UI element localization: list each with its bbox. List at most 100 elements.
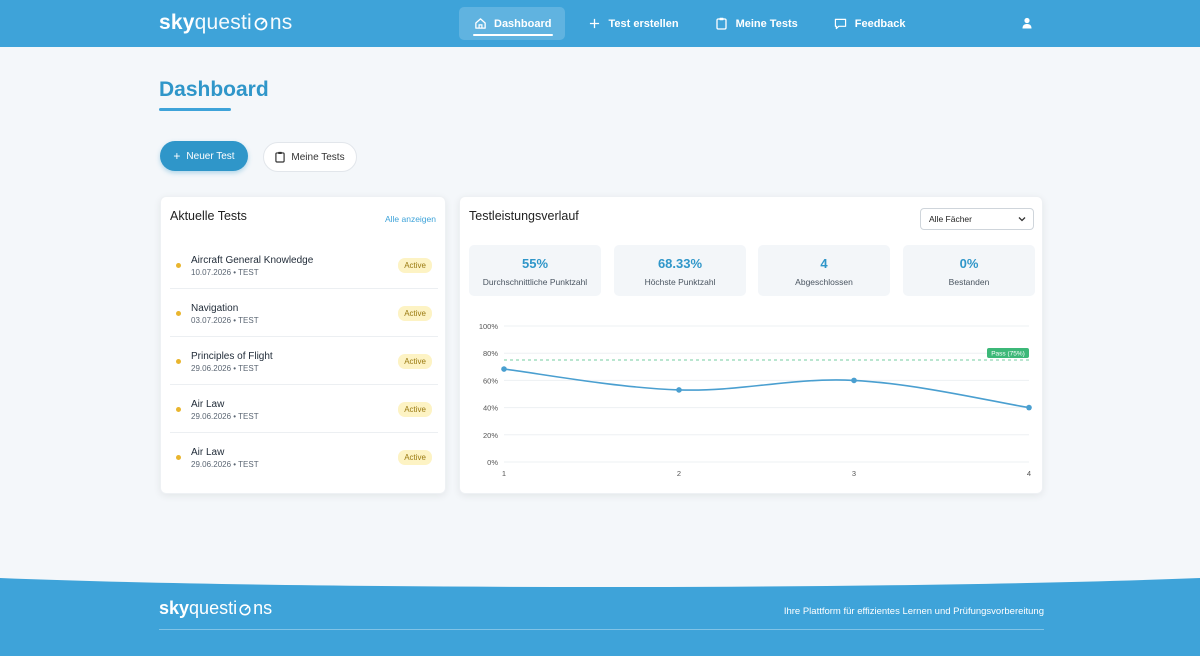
logo-sky-text: sky [159, 11, 195, 34]
footer-divider [159, 629, 1044, 630]
y-tick-label: 60% [483, 376, 498, 385]
nav-meine-tests-label: Meine Tests [735, 17, 798, 30]
status-badge: Active [398, 258, 432, 273]
test-name: Aircraft General Knowledge [191, 255, 314, 266]
test-meta: 29.06.2026 • TEST [191, 412, 259, 421]
test-row[interactable]: Air Law 29.06.2026 • TEST Active [170, 433, 438, 481]
nav-dashboard-label: Dashboard [494, 17, 552, 30]
stat-passed: 0% Bestanden [903, 245, 1035, 296]
stat-value: 0% [959, 256, 979, 271]
stat-highest: 68.33% Höchste Punktzahl [614, 245, 746, 296]
test-name: Navigation [191, 303, 239, 314]
status-badge: Active [398, 354, 432, 369]
status-dot [176, 311, 181, 316]
new-test-label: Neuer Test [186, 150, 235, 162]
status-badge: Active [398, 450, 432, 465]
data-point [851, 377, 857, 384]
stat-label: Bestanden [948, 277, 990, 287]
plus-icon: + [173, 149, 181, 163]
nav-feedback-label: Feedback [854, 17, 906, 30]
threshold-label: Pass (75%) [991, 351, 1025, 358]
stat-completed: 4 Abgeschlossen [758, 245, 890, 296]
clipboard-icon [715, 17, 729, 31]
test-name: Principles of Flight [191, 351, 273, 362]
test-row[interactable]: Principles of Flight 29.06.2026 • TEST A… [170, 337, 438, 385]
clipboard-icon [275, 151, 286, 163]
logo-questions-end: ns [269, 11, 293, 34]
new-test-button[interactable]: + Neuer Test [160, 141, 248, 171]
performance-title: Testleistungsverlauf [469, 209, 579, 223]
test-row[interactable]: Aircraft General Knowledge 10.07.2026 • … [170, 241, 438, 289]
stat-label: Durchschnittliche Punktzahl [482, 277, 588, 287]
chat-icon [834, 17, 848, 31]
stat-value: 55% [521, 256, 549, 271]
subject-filter-select[interactable]: Alle Fächer [920, 208, 1034, 230]
test-name: Air Law [191, 399, 225, 410]
footer-tagline: Ihre Plattform für effizientes Lernen un… [783, 606, 1044, 617]
x-tick-label: 3 [852, 469, 856, 478]
y-tick-label: 20% [483, 431, 498, 440]
my-tests-button[interactable]: Meine Tests [263, 142, 357, 172]
footer-logo[interactable]: sky questi ns [159, 598, 272, 619]
subject-filter-value: Alle Fächer [929, 214, 972, 224]
series-line [503, 368, 1030, 409]
brand-logo[interactable]: sky questi ns [159, 11, 292, 35]
home-icon [473, 17, 487, 31]
main-nav: Dashboard Test erstellen Meine Tests Fee… [459, 7, 927, 40]
status-dot [176, 455, 181, 460]
nav-meine-tests[interactable]: Meine Tests [701, 7, 812, 40]
recent-tests-card: Aktuelle Tests Alle anzeigen Aircraft Ge… [160, 196, 446, 494]
test-meta: 29.06.2026 • TEST [191, 364, 259, 373]
test-meta: 29.06.2026 • TEST [191, 460, 259, 469]
chevron-down-icon [1018, 215, 1026, 223]
status-badge: Active [398, 306, 432, 321]
y-tick-label: 0% [487, 458, 498, 467]
logo-questions-end: ns [253, 598, 273, 618]
status-dot [176, 359, 181, 364]
stat-label: Abgeschlossen [795, 277, 853, 287]
test-meta: 10.07.2026 • TEST [191, 268, 259, 277]
test-row[interactable]: Air Law 29.06.2026 • TEST Active [170, 385, 438, 433]
status-dot [176, 407, 181, 412]
threshold-badge [987, 348, 1029, 358]
footer: sky questi ns Ihre Plattform für effizient… [0, 576, 1200, 656]
y-tick-label: 100% [479, 322, 499, 331]
nav-feedback[interactable]: Feedback [820, 7, 920, 40]
x-tick-label: 2 [677, 469, 681, 478]
show-all-link[interactable]: Alle anzeigen [384, 214, 436, 224]
x-tick-label: 1 [502, 469, 506, 478]
footer-wave [0, 578, 1200, 656]
data-point [1026, 404, 1032, 411]
status-badge: Active [398, 402, 432, 417]
logo-o-icon [254, 17, 268, 31]
top-navbar: sky questi ns Dashboard Test erstellen Mei… [0, 0, 1200, 47]
stat-value: 4 [820, 256, 828, 271]
nav-dashboard[interactable]: Dashboard [459, 7, 566, 40]
logo-o-icon [239, 603, 251, 615]
test-name: Air Law [191, 447, 225, 458]
data-point [676, 387, 682, 393]
stat-average: 55% Durchschnittliche Punktzahl [469, 245, 601, 296]
y-tick-label: 40% [483, 404, 498, 413]
title-underline [159, 108, 231, 111]
plus-icon [587, 17, 601, 31]
user-icon[interactable] [1020, 16, 1034, 30]
nav-test-erstellen-label: Test erstellen [608, 17, 679, 30]
logo-questions-text: questi [194, 11, 252, 34]
test-row[interactable]: Navigation 03.07.2026 • TEST Active [170, 289, 438, 337]
y-tick-label: 80% [483, 349, 498, 358]
test-meta: 03.07.2026 • TEST [191, 316, 259, 325]
recent-tests-list: Aircraft General Knowledge 10.07.2026 • … [170, 241, 438, 481]
data-point [501, 366, 507, 372]
nav-test-erstellen[interactable]: Test erstellen [573, 7, 692, 40]
performance-card: Testleistungsverlauf Alle Fächer 55% Dur… [459, 196, 1043, 494]
status-dot [176, 263, 181, 268]
performance-line-chart: 0% 20% 40% 60% 80% 100% 1 2 3 4 Pass (75%) [479, 322, 1032, 478]
logo-questions-text: questi [189, 598, 238, 618]
logo-sky-text: sky [159, 598, 190, 618]
recent-tests-title: Aktuelle Tests [170, 209, 247, 223]
stat-label: Höchste Punktzahl [644, 277, 716, 287]
page-title: Dashboard [159, 78, 269, 101]
stat-value: 68.33% [657, 256, 703, 271]
my-tests-label: Meine Tests [291, 151, 345, 163]
